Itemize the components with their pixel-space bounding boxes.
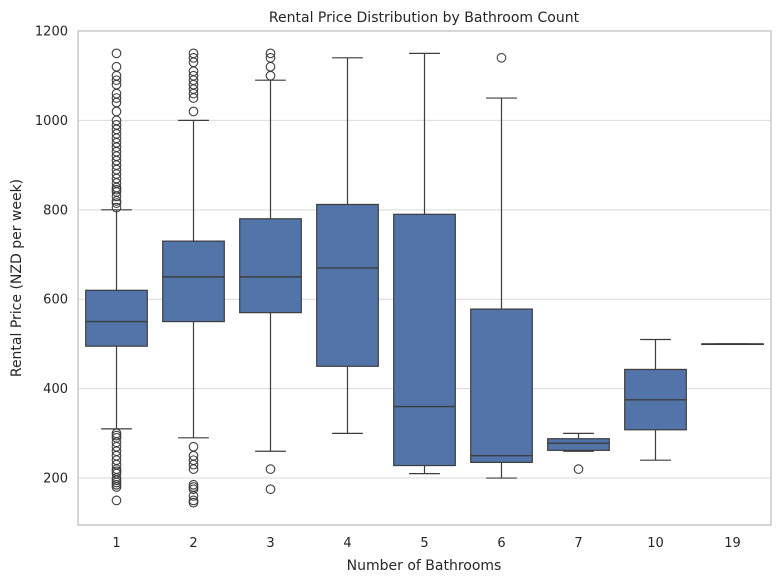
outlier-point: [265, 61, 276, 72]
outlier-point: [188, 482, 199, 492]
outlier-point: [265, 52, 276, 63]
x-tick-label: 6: [497, 536, 505, 551]
box-group: [85, 48, 148, 506]
x-tick-label: 10: [647, 536, 664, 551]
x-tick-label: 1: [112, 536, 120, 551]
iqr-box: [470, 308, 533, 464]
y-tick-label: 800: [43, 203, 68, 218]
outlier-point: [111, 93, 122, 103]
x-tick-label: 5: [420, 536, 428, 551]
outlier-point: [265, 70, 276, 81]
outlier-point: [111, 61, 122, 72]
outlier-point: [188, 52, 199, 63]
x-tick-label: 19: [724, 536, 741, 551]
box-group: [316, 57, 379, 434]
iqr-box: [393, 213, 456, 467]
y-tick-label: 600: [43, 293, 68, 308]
chart-title: Rental Price Distribution by Bathroom Co…: [269, 10, 580, 26]
outlier-point: [265, 484, 276, 495]
outlier-point: [188, 48, 199, 59]
y-axis-title: Rental Price (NZD per week): [9, 179, 25, 377]
x-tick-label: 2: [189, 536, 197, 551]
outlier-point: [188, 479, 199, 490]
outlier-point: [188, 455, 199, 466]
box-group: [701, 343, 764, 346]
x-tick-label: 4: [343, 536, 351, 551]
outlier-point: [188, 70, 199, 81]
outlier-point: [188, 495, 199, 506]
outlier-point: [111, 202, 122, 213]
plot-frame: [77, 30, 772, 526]
outlier-point: [111, 75, 122, 86]
iqr-box: [162, 240, 225, 323]
outlier-point: [111, 495, 122, 506]
x-tick-label: 3: [266, 536, 274, 551]
y-tick-label: 200: [43, 472, 68, 487]
x-tick-label: 7: [574, 536, 582, 551]
y-tick-label: 1000: [35, 114, 68, 129]
box-group: [624, 338, 687, 461]
box-group: [393, 52, 456, 475]
iqr-box: [316, 203, 379, 367]
outlier-point: [188, 441, 199, 452]
x-axis-title: Number of Bathrooms: [347, 558, 502, 574]
iqr-box: [85, 289, 148, 347]
outlier-point: [573, 464, 584, 474]
y-axis-ticks: 200 400 600 800 1000 1200: [35, 25, 68, 487]
outlier-point: [111, 120, 122, 130]
y-tick-label: 1200: [35, 25, 68, 40]
outlier-point: [111, 48, 122, 59]
outlier-point: [265, 464, 276, 474]
box-group: [239, 48, 302, 495]
box-group: [470, 52, 533, 479]
plot-border: [77, 30, 772, 526]
outlier-point: [188, 106, 199, 117]
iqr-box: [547, 438, 610, 451]
outlier-point: [111, 106, 122, 117]
iqr-box: [239, 218, 302, 314]
x-axis-ticks: 1 2 3 4 5 6 7 10 19: [112, 536, 740, 551]
boxes: [85, 48, 764, 508]
box-group: [162, 48, 225, 508]
outlier-point: [111, 430, 122, 441]
outlier-point: [265, 48, 276, 59]
box-group: [547, 432, 610, 474]
y-tick-label: 400: [43, 382, 68, 397]
outlier-point: [111, 428, 122, 439]
outlier-point: [496, 52, 507, 63]
